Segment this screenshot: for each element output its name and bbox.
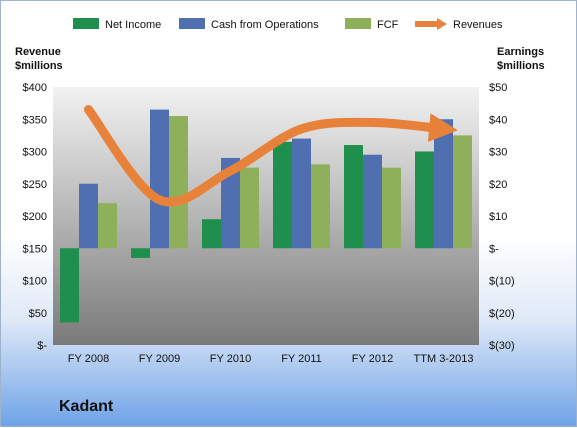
left-tick-label: $350: [23, 114, 47, 126]
left-tick-label: $200: [23, 211, 47, 223]
right-tick-label: $40: [489, 114, 507, 126]
right-axis: $(30) $(20) $(10) $- $10 $20 $30 $40 $50 Earnings…: [489, 46, 545, 352]
bar-net-income: [415, 151, 434, 249]
bar-net-income: [202, 219, 221, 249]
left-tick-label: $-: [37, 340, 47, 352]
bar-cash-from-operations: [150, 109, 169, 249]
right-axis-title: Earnings: [497, 46, 544, 58]
legend-label: Revenues: [453, 19, 503, 31]
left-tick-label: $400: [23, 82, 47, 94]
x-tick-label: FY 2008: [68, 353, 109, 365]
bar-fcf: [311, 164, 330, 249]
legend-swatch-fcf: [345, 18, 371, 29]
right-tick-label: $(20): [489, 308, 515, 320]
bar-fcf: [169, 116, 188, 249]
left-tick-label: $50: [29, 308, 47, 320]
legend-label: Cash from Operations: [211, 19, 319, 31]
right-tick-label: $(10): [489, 276, 515, 288]
x-tick-label: TTM 3-2013: [414, 353, 474, 365]
bar-cash-from-operations: [434, 119, 453, 249]
left-tick-label: $300: [23, 147, 47, 159]
x-tick-label: FY 2010: [210, 353, 251, 365]
right-tick-label: $30: [489, 147, 507, 159]
left-axis: $- $50 $100 $150 $200 $250 $300 $350 $400 Revenue…: [15, 46, 63, 352]
bar-net-income: [131, 248, 150, 258]
bar-fcf: [98, 203, 117, 249]
revenue-line-path: [84, 105, 458, 207]
revenue-line: [84, 105, 458, 207]
legend-label: FCF: [377, 19, 399, 31]
bar-cash-from-operations: [292, 138, 311, 249]
left-tick-label: $250: [23, 179, 47, 191]
legend-arrow-icon: [437, 18, 447, 30]
legend-swatch-cash-from-operations: [179, 18, 205, 29]
bar-fcf: [240, 167, 259, 249]
legend: Net Income Cash from Operations FCF Revenue…: [73, 18, 503, 31]
left-tick-label: $100: [23, 276, 47, 288]
plot-area: [53, 87, 479, 345]
right-axis-title: $millions: [497, 60, 545, 72]
x-tick-label: FY 2011: [281, 353, 322, 365]
company-name: Kadant: [59, 398, 114, 415]
bars: [60, 109, 472, 323]
bar-cash-from-operations: [221, 157, 240, 249]
right-tick-label: $(30): [489, 340, 515, 352]
bar-fcf: [382, 167, 401, 249]
left-tick-label: $150: [23, 243, 47, 255]
right-tick-label: $-: [489, 243, 499, 255]
bar-net-income: [273, 141, 292, 249]
left-axis-title: Revenue: [15, 46, 61, 58]
right-tick-label: $20: [489, 179, 507, 191]
legend-label: Net Income: [105, 19, 161, 31]
right-tick-label: $50: [489, 82, 507, 94]
right-tick-label: $10: [489, 211, 507, 223]
bar-cash-from-operations: [363, 154, 382, 249]
x-tick-label: FY 2009: [139, 353, 180, 365]
left-axis-title: $millions: [15, 60, 63, 72]
bar-cash-from-operations: [79, 183, 98, 249]
bar-fcf: [453, 135, 472, 249]
x-axis: FY 2008 FY 2009 FY 2010 FY 2011 FY 2012 TTM 3…: [68, 353, 474, 365]
bar-net-income: [60, 248, 79, 323]
bar-net-income: [344, 145, 363, 249]
x-tick-label: FY 2012: [352, 353, 393, 365]
legend-swatch-net-income: [73, 18, 99, 29]
